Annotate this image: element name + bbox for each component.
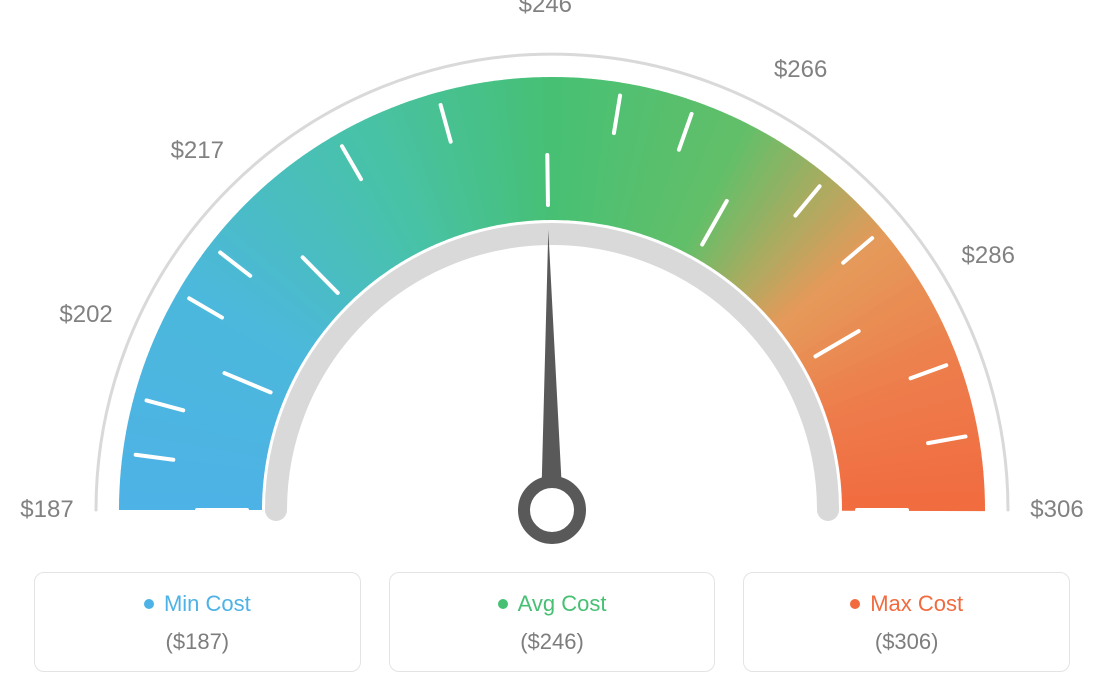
- legend-value-min: ($187): [45, 629, 350, 655]
- legend-card-avg: Avg Cost ($246): [389, 572, 716, 672]
- gauge-tick-label: $286: [962, 242, 1015, 270]
- gauge-tick-label: $217: [171, 137, 224, 165]
- legend-card-max: Max Cost ($306): [743, 572, 1070, 672]
- legend-title-avg: Avg Cost: [498, 591, 607, 617]
- dot-icon: [144, 599, 154, 609]
- gauge-chart: $187 $202 $217 $246 $266 $286 $306: [0, 0, 1104, 560]
- gauge-tick-label: $246: [519, 0, 572, 19]
- legend-title-max-text: Max Cost: [870, 591, 963, 617]
- legend-card-min: Min Cost ($187): [34, 572, 361, 672]
- gauge-tick-label: $306: [1030, 496, 1083, 524]
- legend-row: Min Cost ($187) Avg Cost ($246) Max Cost…: [0, 572, 1104, 672]
- dot-icon: [850, 599, 860, 609]
- legend-title-avg-text: Avg Cost: [518, 591, 607, 617]
- gauge-tick-label: $202: [59, 301, 112, 329]
- dot-icon: [498, 599, 508, 609]
- legend-value-max: ($306): [754, 629, 1059, 655]
- gauge-svg: [0, 0, 1104, 560]
- gauge-tick-label: $187: [20, 496, 73, 524]
- legend-value-avg: ($246): [400, 629, 705, 655]
- gauge-tick-label: $266: [774, 56, 827, 84]
- legend-title-min: Min Cost: [144, 591, 251, 617]
- legend-title-max: Max Cost: [850, 591, 963, 617]
- legend-title-min-text: Min Cost: [164, 591, 251, 617]
